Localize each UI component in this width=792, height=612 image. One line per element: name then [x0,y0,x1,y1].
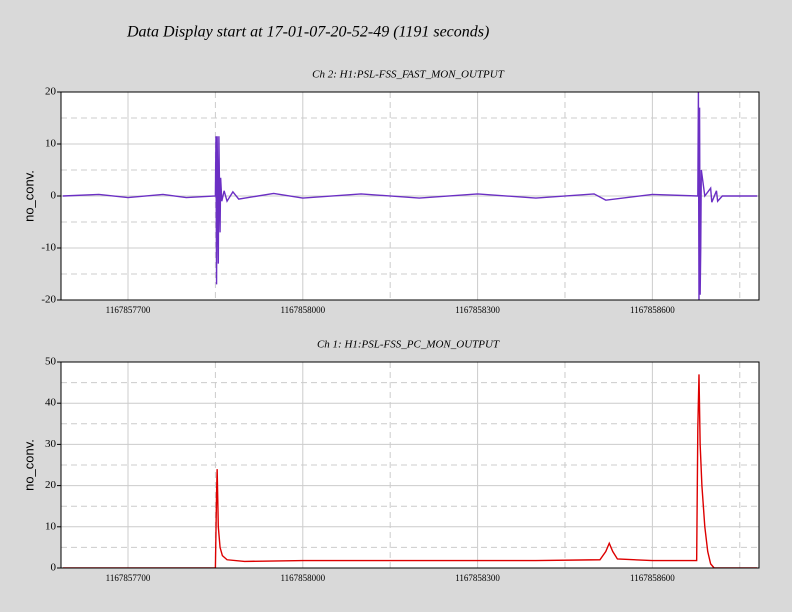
x-tick-label: 1167858000 [280,573,325,583]
chart-title: Ch 2: H1:PSL-FSS_FAST_MON_OUTPUT [312,69,505,81]
y-tick-label: 0 [51,190,57,202]
x-tick-label: 1167858300 [455,573,500,583]
plot-frame [60,361,760,569]
y-tick-label: 30 [45,438,57,450]
y-tick-label: 40 [45,397,57,409]
chart-title: Ch 1: H1:PSL-FSS_PC_MON_OUTPUT [317,339,500,351]
y-tick-label: 20 [45,479,57,491]
y-tick-label: -10 [41,242,56,254]
x-tick-label: 1167858000 [280,305,325,315]
y-tick-label: 20 [45,86,57,98]
y-tick-label: 10 [45,520,57,532]
x-tick-label: 1167857700 [106,573,151,583]
y-axis-label: no_conv. [21,170,36,222]
y-tick-label: 0 [51,562,57,574]
page-title: Data Display start at 17-01-07-20-52-49 … [126,24,489,41]
y-tick-label: -20 [41,294,56,306]
data-line [62,92,758,300]
data-line [62,374,758,568]
y-axis-label: no_conv. [21,439,36,491]
x-tick-label: 1167858300 [455,305,500,315]
y-tick-label: 10 [45,138,57,150]
x-tick-label: 1167857700 [106,305,151,315]
plot-frame [60,91,760,301]
y-tick-label: 50 [45,356,57,368]
x-tick-label: 1167858600 [630,573,675,583]
x-tick-label: 1167858600 [630,305,675,315]
